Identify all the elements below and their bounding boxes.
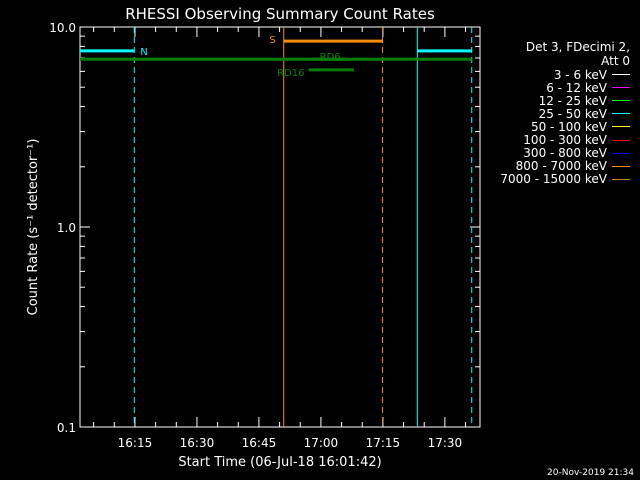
footer-date: 20-Nov-2019 21:34 [547, 468, 634, 478]
legend-swatch [612, 165, 630, 167]
legend-swatch [612, 74, 630, 76]
legend-swatch [612, 178, 630, 180]
x-tick-label: 16:15 [118, 436, 153, 450]
legend-item: 12 - 25 keV [490, 93, 630, 108]
legend-swatch [612, 87, 630, 89]
legend-label: 300 - 800 keV [523, 146, 607, 161]
legend-label: 50 - 100 keV [530, 119, 607, 134]
x-tick-label: 16:30 [180, 436, 215, 450]
legend-label: 12 - 25 keV [538, 93, 607, 108]
flag-label: N [140, 47, 147, 58]
legend-item: 3 - 6 keV [490, 67, 630, 82]
legend-swatch [612, 139, 630, 141]
legend-label: 25 - 50 keV [538, 106, 607, 121]
legend-swatch [612, 126, 630, 128]
y-tick-label: 0.1 [57, 421, 76, 435]
flag-label: S [269, 35, 275, 46]
legend-swatch [612, 113, 630, 115]
chart-title: RHESSI Observing Summary Count Rates [125, 5, 435, 23]
x-axis-label: Start Time (06-Jul-18 16:01:42) [178, 455, 381, 470]
legend-item: 25 - 50 keV [490, 106, 630, 121]
plot-frame [79, 26, 481, 428]
y-tick-label: 10.0 [49, 21, 76, 35]
flag-label: RD16 [277, 68, 304, 79]
legend-header: Att 0 [601, 54, 630, 68]
x-tick-label: 17:15 [366, 436, 401, 450]
legend-label: 100 - 300 keV [523, 133, 607, 148]
legend-swatch [612, 152, 630, 154]
legend-label: 6 - 12 keV [546, 80, 607, 95]
y-tick-label: 1.0 [57, 221, 76, 235]
legend-item: 7000 - 15000 keV [490, 172, 630, 187]
flag-label: RD6 [320, 52, 341, 63]
x-tick-label: 17:00 [304, 436, 339, 450]
legend-swatch [612, 100, 630, 102]
legend-item: 6 - 12 keV [490, 80, 630, 95]
legend-item: 50 - 100 keV [490, 119, 630, 134]
legend-label: 7000 - 15000 keV [500, 172, 607, 187]
x-tick-label: 17:30 [428, 436, 463, 450]
legend-item: 800 - 7000 keV [490, 159, 630, 174]
legend-header: Det 3, FDecimi 2, [525, 40, 630, 54]
legend-label: 800 - 7000 keV [515, 159, 607, 174]
legend-item: 100 - 300 keV [490, 133, 630, 148]
legend-item: 300 - 800 keV [490, 146, 630, 161]
x-tick-label: 16:45 [242, 436, 277, 450]
legend-label: 3 - 6 keV [553, 67, 607, 82]
y-axis-label: Count Rate (s⁻¹ detector⁻¹) [26, 139, 41, 316]
